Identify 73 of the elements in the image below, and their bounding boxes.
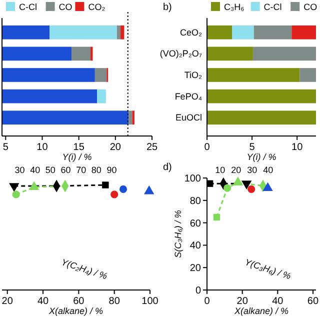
text: 30 xyxy=(14,165,25,175)
x-tick-label: 80 xyxy=(108,296,120,307)
x-tick-label: 5 xyxy=(2,142,9,153)
legend-label: C-Cl xyxy=(19,2,37,12)
bar xyxy=(207,89,316,104)
x-tick-label: 15 xyxy=(73,142,85,153)
point xyxy=(119,185,128,193)
bar xyxy=(207,110,316,125)
y-axis-title: S(C₃H₆) / % xyxy=(173,210,183,258)
bar xyxy=(207,68,300,82)
text: 10 xyxy=(215,165,226,175)
x-tick-label: 25 xyxy=(146,142,158,153)
text: 90 xyxy=(106,165,117,175)
point xyxy=(213,214,220,221)
x-tick-label: 20 xyxy=(2,296,14,307)
bar xyxy=(207,25,232,40)
x-axis-title: Y(i) / % xyxy=(62,152,92,162)
bar xyxy=(252,46,316,61)
x-axis-title: X(alkane) / % xyxy=(48,306,104,316)
x-tick-label: 0 xyxy=(204,296,210,307)
text: 40 xyxy=(30,165,40,175)
text: 60 xyxy=(60,165,71,175)
y-tick-label: EuOCl xyxy=(175,112,202,123)
y-tick-label: TiO₂ xyxy=(184,70,202,80)
point xyxy=(144,185,154,194)
y-tick-label: CeO₂ xyxy=(180,27,203,38)
point xyxy=(262,182,273,192)
x-tick-label: 60 xyxy=(307,296,319,307)
text: 50 xyxy=(45,165,56,175)
legend-label: CO xyxy=(304,2,318,12)
point xyxy=(29,181,40,190)
text: 70 xyxy=(76,165,86,175)
y-tick-label: 60 xyxy=(190,218,202,230)
x-tick-label: 100 xyxy=(142,296,159,307)
text: 40 xyxy=(263,165,274,175)
x-tick-label: 10 xyxy=(36,142,48,153)
y-tick-label: (VO)₂P₂O₇ xyxy=(160,48,202,59)
x-tick-label: 40 xyxy=(37,296,50,307)
y-tick-label: 20 xyxy=(190,263,202,274)
x-axis-title: X(alkane) / % xyxy=(233,306,289,316)
point xyxy=(248,185,256,193)
legend-label: C-Cl xyxy=(264,2,282,12)
legend-label: C₃H₆ xyxy=(224,2,245,12)
y-tick-label: 0 xyxy=(195,286,202,296)
bar xyxy=(232,25,254,40)
point xyxy=(102,182,109,188)
point xyxy=(110,190,118,198)
x-tick-label: 0 xyxy=(204,142,210,153)
chart-title: b) xyxy=(163,2,172,13)
point xyxy=(232,176,244,186)
bar xyxy=(207,46,253,61)
y-tick-label: 80 xyxy=(190,196,202,207)
y-tick-label: FePO₄ xyxy=(174,91,202,102)
text: 30 xyxy=(247,165,258,175)
legend-label: CO₂ xyxy=(88,2,106,12)
text: 20 xyxy=(231,165,242,175)
x-tick-label: 20 xyxy=(110,142,122,153)
legend-label: CO xyxy=(58,2,72,12)
y-tick-label: 40 xyxy=(190,240,202,252)
bar xyxy=(292,25,316,40)
x-tick-label: 20 xyxy=(236,296,248,307)
bar xyxy=(254,25,292,40)
x-tick-label: 40 xyxy=(272,296,284,307)
y-tick-label: 100 xyxy=(184,174,202,184)
x-tick-label: 60 xyxy=(73,296,85,307)
chart-title: d) xyxy=(163,162,172,173)
point xyxy=(12,190,20,198)
bar xyxy=(300,68,316,82)
point xyxy=(224,184,232,192)
x-tick-label: 10 xyxy=(292,142,304,153)
x-axis-title: Y(i) / % xyxy=(246,152,276,162)
x-tick-label: 5 xyxy=(249,142,256,153)
text: 80 xyxy=(91,165,102,175)
